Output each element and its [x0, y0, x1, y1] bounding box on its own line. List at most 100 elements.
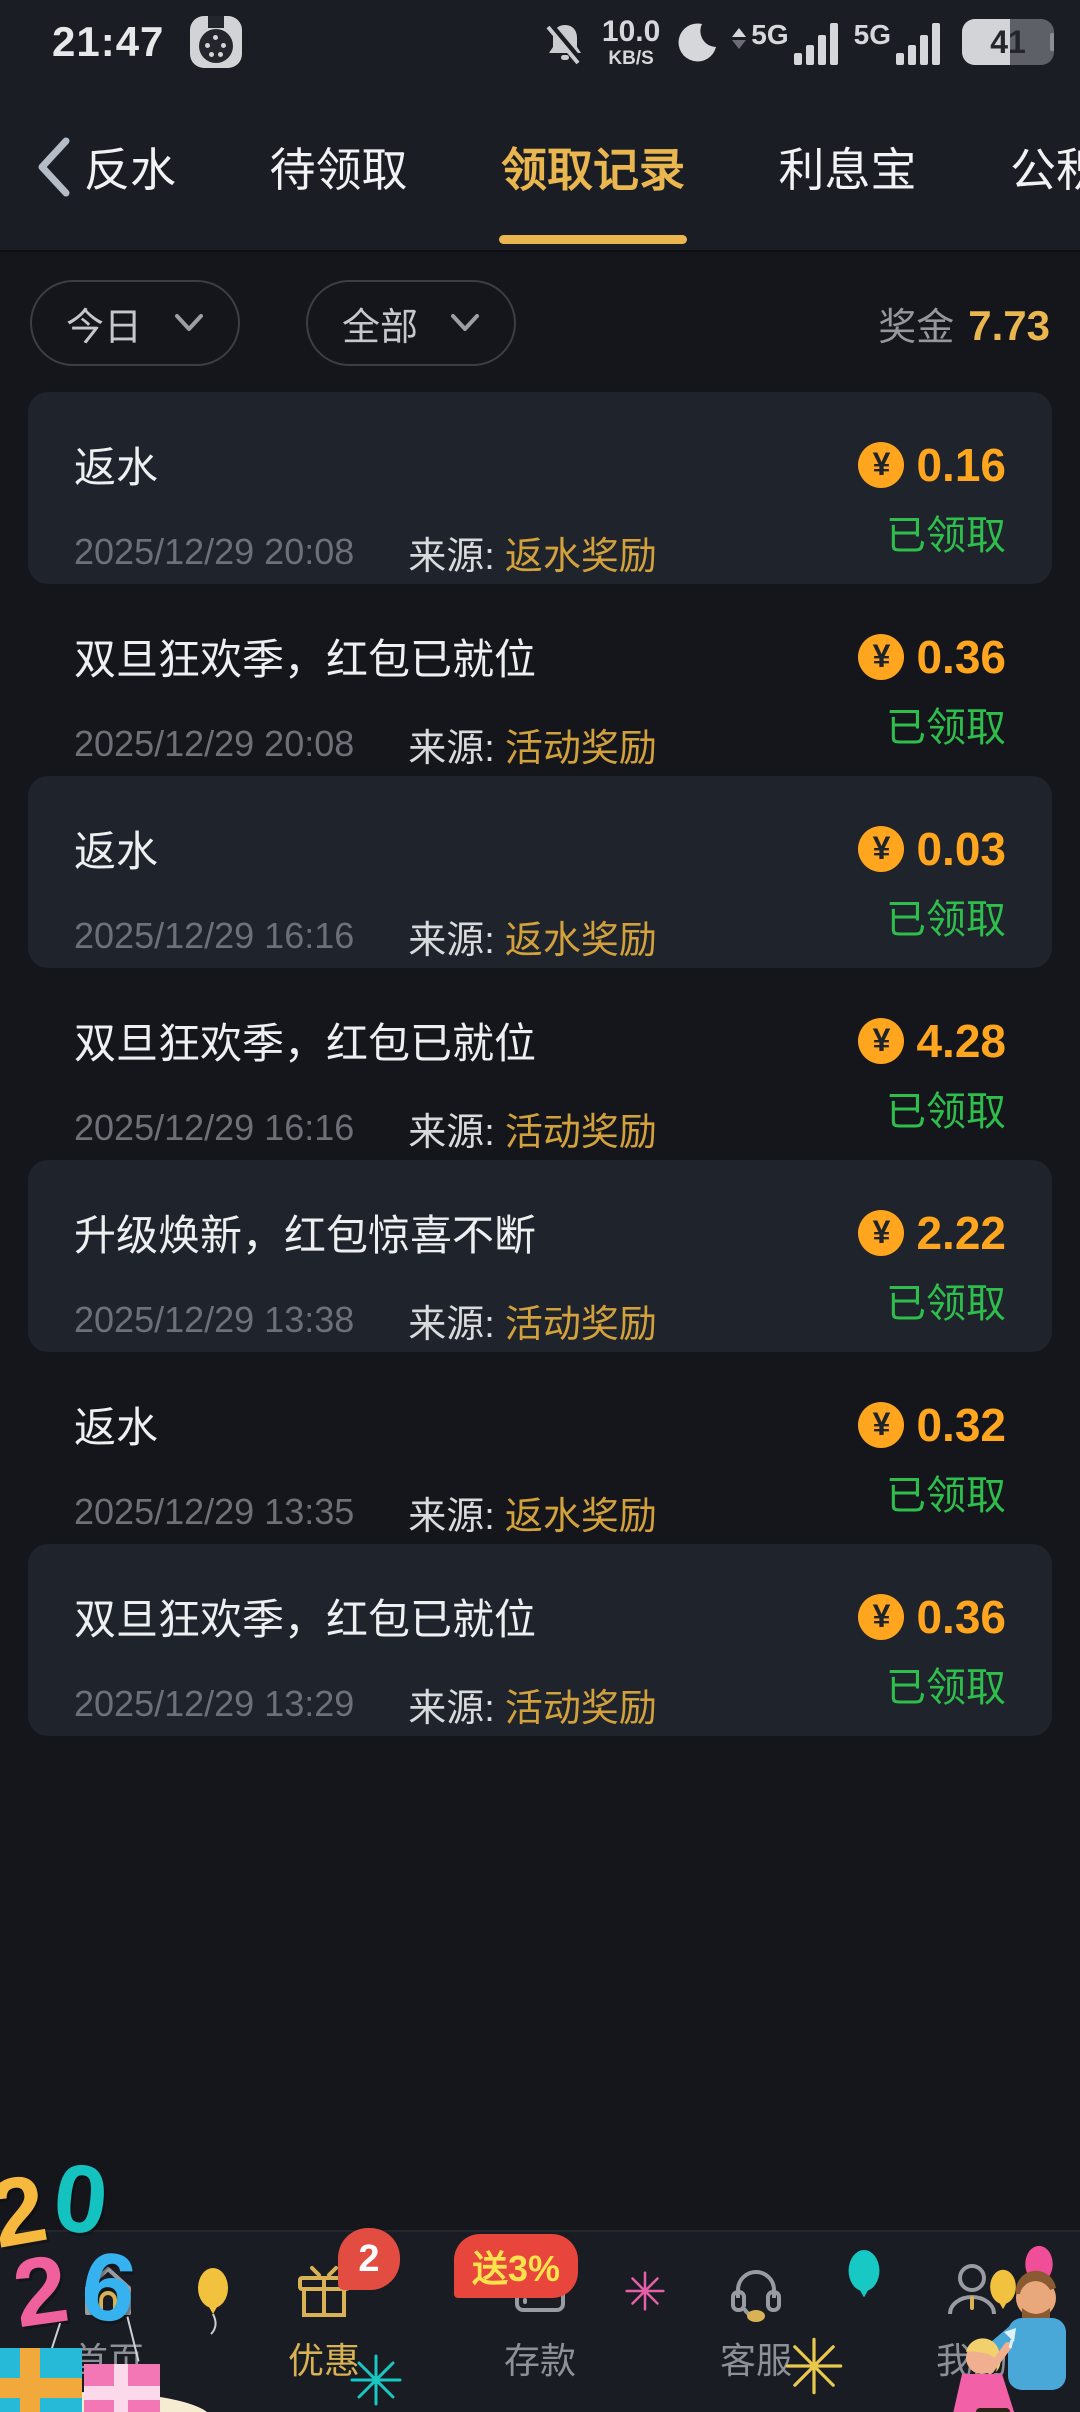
headset-icon — [731, 2270, 781, 2322]
coin-icon: ¥ — [858, 633, 905, 680]
tab-bar: 反水 待领取 领取记录 利息宝 公积金 — [0, 84, 1080, 252]
tab-fund[interactable]: 公积金 — [1010, 144, 1080, 196]
source-value: 活动奖励 — [504, 1303, 657, 1346]
record-date: 2025/12/29 13:29 — [74, 1683, 355, 1724]
record-amount: ¥ 4.28 — [858, 1014, 1006, 1068]
record-title: 返水 — [74, 1404, 159, 1451]
coin-icon: ¥ — [858, 1593, 905, 1640]
status-claimed: 已领取 — [886, 1282, 1006, 1326]
back-icon[interactable] — [30, 135, 78, 199]
chevron-down-icon — [451, 314, 479, 331]
record-title: 双旦狂欢季，红包已就位 — [74, 1596, 537, 1643]
record-title: 双旦狂欢季，红包已就位 — [74, 1020, 537, 1067]
record-title: 返水 — [74, 828, 159, 875]
coin-icon: ¥ — [858, 825, 905, 872]
firework-yellow-icon — [785, 2337, 843, 2395]
status-claimed: 已领取 — [886, 514, 1006, 558]
firework-teal-icon — [350, 2354, 402, 2406]
record-amount: ¥ 0.36 — [858, 630, 1006, 684]
battery-icon: 41 — [962, 19, 1054, 65]
status-claimed: 已领取 — [886, 1090, 1006, 1134]
source-label: 来源: — [408, 1495, 495, 1538]
night-mode-icon — [678, 23, 717, 62]
record-list: 返水 ¥ 0.16 2025/12/29 20:08 来源: 返水奖励 已领取 … — [0, 392, 1080, 1736]
record-date: 2025/12/29 16:16 — [74, 1107, 355, 1148]
record-amount: ¥ 0.36 — [858, 1590, 1006, 1644]
record-date: 2025/12/29 20:08 — [74, 723, 355, 764]
signal-1: 5G — [732, 19, 839, 65]
record-date: 2025/12/29 13:38 — [74, 1299, 355, 1340]
record-amount: ¥ 2.22 — [858, 1206, 1006, 1260]
deposit-bonus-badge: 送3% — [454, 2234, 579, 2298]
source-label: 来源: — [408, 919, 495, 962]
filter-bar: 今日 全部 奖金 7.73 — [0, 280, 1080, 366]
signal-2: 5G — [854, 19, 942, 65]
app-indicator-icon — [190, 16, 243, 68]
record-item[interactable]: 返水 ¥ 0.03 2025/12/29 16:16 来源: 返水奖励 已领取 — [28, 776, 1052, 968]
firework-pink-icon — [625, 2271, 665, 2311]
record-item[interactable]: 双旦狂欢季，红包已就位 ¥ 0.36 2025/12/29 20:08 来源: … — [28, 584, 1052, 776]
record-item[interactable]: 返水 ¥ 0.32 2025/12/29 13:35 来源: 返水奖励 已领取 — [28, 1352, 1052, 1544]
tab-interest[interactable]: 利息宝 — [778, 144, 917, 196]
amount-value: 2.22 — [916, 1206, 1006, 1259]
data-arrows-icon — [732, 28, 747, 49]
amount-value: 0.32 — [916, 1398, 1006, 1451]
record-date: 2025/12/29 20:08 — [74, 531, 355, 572]
status-bar: 21:47 10.0 KB/S 5G — [0, 0, 1080, 84]
bonus-summary: 奖金 7.73 — [878, 301, 1050, 349]
record-date: 2025/12/29 13:35 — [74, 1491, 355, 1532]
source-value: 返水奖励 — [504, 535, 657, 578]
source-value: 活动奖励 — [504, 1111, 657, 1154]
chevron-down-icon — [175, 314, 203, 331]
coin-icon: ¥ — [858, 441, 905, 488]
record-amount: ¥ 0.32 — [858, 1398, 1006, 1452]
amount-value: 0.36 — [916, 1590, 1006, 1643]
amount-value: 4.28 — [916, 1014, 1006, 1067]
nav-deposit[interactable]: 存款 送3% — [432, 2232, 648, 2412]
status-claimed: 已领取 — [886, 706, 1006, 750]
amount-value: 0.16 — [916, 438, 1006, 491]
record-amount: ¥ 0.16 — [858, 438, 1006, 492]
person-icon — [948, 2264, 996, 2315]
type-filter-dropdown[interactable]: 全部 — [306, 280, 516, 366]
nav-profile[interactable]: 我的 — [864, 2232, 1080, 2412]
date-filter-dropdown[interactable]: 今日 — [30, 280, 240, 366]
status-claimed: 已领取 — [886, 1474, 1006, 1518]
status-claimed: 已领取 — [886, 898, 1006, 942]
tab-claim-records[interactable]: 领取记录 — [499, 84, 687, 250]
amount-value: 0.36 — [916, 630, 1006, 683]
signal-bars-icon — [793, 23, 838, 65]
promotions-badge: 2 — [338, 2228, 400, 2290]
record-title: 升级焕新，红包惊喜不断 — [74, 1212, 537, 1259]
source-value: 返水奖励 — [504, 919, 657, 962]
source-label: 来源: — [408, 727, 495, 770]
nav-support[interactable]: 客服 — [648, 2232, 864, 2412]
bottom-nav: 首页 优惠 2 存款 送3% — [0, 2144, 1080, 2412]
coin-icon: ¥ — [858, 1017, 905, 1064]
nav-home[interactable]: 首页 — [0, 2232, 216, 2412]
clock: 21:47 — [52, 18, 165, 65]
signal-bars-icon — [896, 23, 940, 65]
source-label: 来源: — [408, 535, 495, 578]
source-label: 来源: — [408, 1111, 495, 1154]
tab-rebate[interactable]: 反水 — [84, 144, 176, 196]
source-value: 返水奖励 — [504, 1495, 657, 1538]
source-value: 活动奖励 — [504, 727, 657, 770]
coin-icon: ¥ — [858, 1401, 905, 1448]
network-speed: 10.0 KB/S — [601, 14, 661, 69]
source-label: 来源: — [408, 1303, 495, 1346]
record-item[interactable]: 升级焕新，红包惊喜不断 ¥ 2.22 2025/12/29 13:38 来源: … — [28, 1160, 1052, 1352]
record-item[interactable]: 双旦狂欢季，红包已就位 ¥ 0.36 2025/12/29 13:29 来源: … — [28, 1544, 1052, 1736]
coin-icon: ¥ — [858, 1209, 905, 1256]
active-tab-underline — [499, 235, 687, 244]
record-item[interactable]: 双旦狂欢季，红包已就位 ¥ 4.28 2025/12/29 16:16 来源: … — [28, 968, 1052, 1160]
nav-promotions[interactable]: 优惠 2 — [216, 2228, 432, 2412]
tab-pending[interactable]: 待领取 — [269, 144, 408, 196]
record-item[interactable]: 返水 ¥ 0.16 2025/12/29 20:08 来源: 返水奖励 已领取 — [28, 392, 1052, 584]
source-value: 活动奖励 — [504, 1687, 657, 1730]
notifications-off-icon — [546, 22, 583, 65]
record-title: 返水 — [74, 444, 159, 491]
status-claimed: 已领取 — [886, 1666, 1006, 1710]
home-icon — [85, 2267, 131, 2315]
